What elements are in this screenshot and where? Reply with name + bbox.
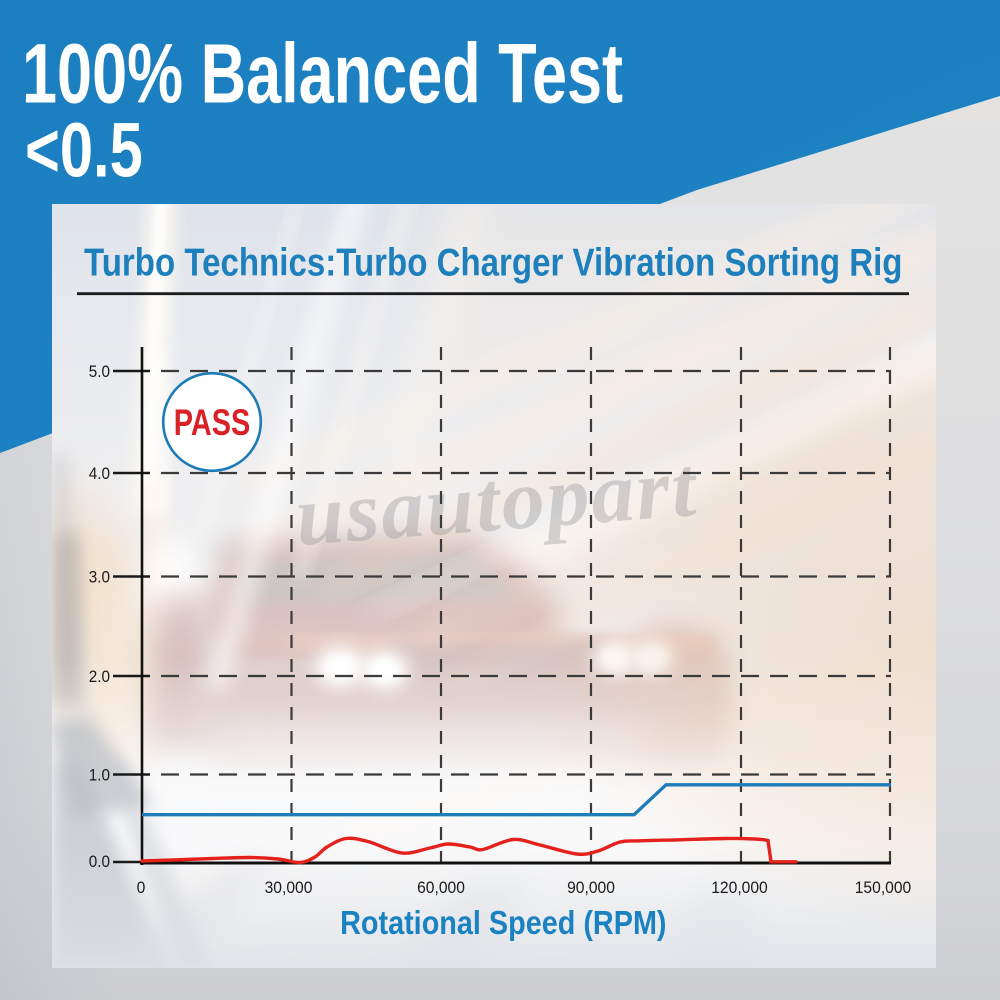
svg-text:3.0: 3.0 <box>89 568 110 587</box>
svg-text:Rotational Speed (RPM): Rotational Speed (RPM) <box>340 904 666 941</box>
svg-text:<0.5: <0.5 <box>25 107 143 193</box>
svg-text:90,000: 90,000 <box>567 878 615 897</box>
svg-text:100% Balanced Test: 100% Balanced Test <box>22 27 623 121</box>
svg-text:4.0: 4.0 <box>89 464 110 483</box>
svg-text:PASS: PASS <box>174 403 250 444</box>
svg-text:30,000: 30,000 <box>265 878 313 897</box>
svg-text:120,000: 120,000 <box>711 878 768 897</box>
svg-text:1.0: 1.0 <box>89 766 110 785</box>
svg-text:5.0: 5.0 <box>89 362 110 381</box>
svg-text:0: 0 <box>137 878 146 897</box>
svg-text:Turbo Technics:Turbo Charger V: Turbo Technics:Turbo Charger Vibration S… <box>84 240 902 284</box>
svg-text:60,000: 60,000 <box>417 878 465 897</box>
svg-text:2.0: 2.0 <box>89 667 110 686</box>
svg-text:0.0: 0.0 <box>89 852 110 871</box>
svg-text:150,000: 150,000 <box>855 878 912 897</box>
